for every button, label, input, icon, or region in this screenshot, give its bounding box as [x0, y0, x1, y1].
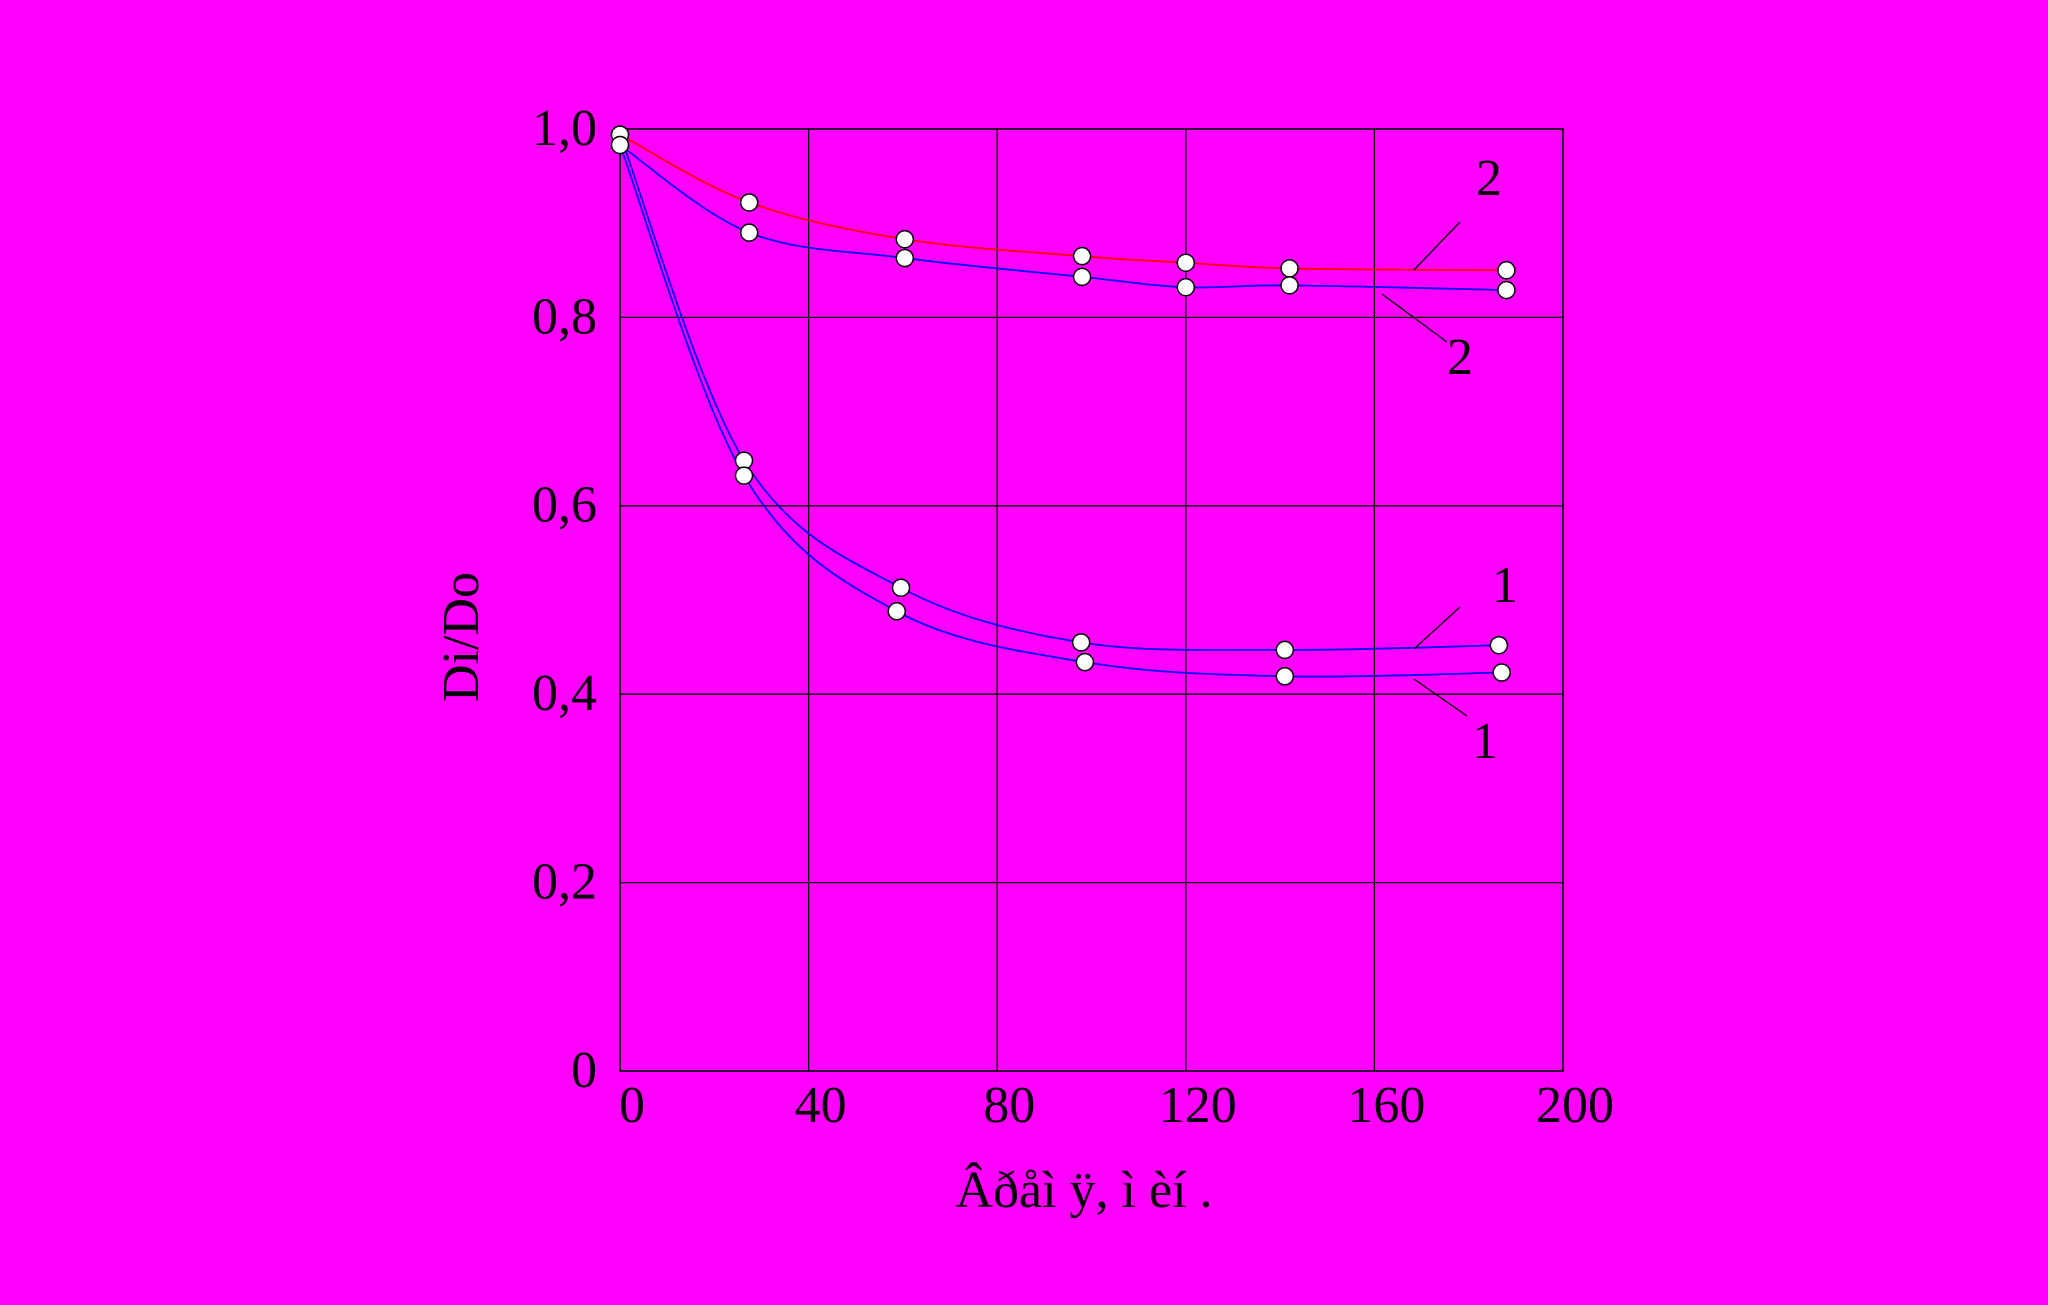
data-point — [1497, 261, 1516, 280]
curve-label: 2 — [1476, 150, 1502, 207]
data-point — [1075, 652, 1095, 672]
data-point — [887, 602, 907, 621]
data-point — [1489, 635, 1509, 655]
data-point — [1275, 667, 1295, 686]
y-tick-label: 0,6 — [532, 477, 597, 534]
x-tick-label: 120 — [1159, 1077, 1237, 1134]
data-point — [1176, 253, 1196, 273]
data-point — [891, 578, 911, 598]
data-point — [610, 135, 630, 155]
x-tick-label: 0 — [619, 1077, 645, 1134]
data-point — [1275, 640, 1295, 660]
x-tick-label: 160 — [1347, 1077, 1425, 1134]
x-axis-label: Âðåì ÿ, ì èí . — [955, 1161, 1212, 1219]
data-point — [1280, 276, 1299, 295]
leader-line — [1381, 293, 1448, 343]
x-tick-label: 80 — [983, 1077, 1035, 1134]
data-point — [1492, 663, 1511, 682]
curve-label: 1 — [1492, 557, 1518, 614]
y-tick-label: 0 — [571, 1042, 597, 1099]
data-point — [895, 248, 915, 268]
curve — [619, 144, 1502, 678]
leader-line — [1413, 221, 1461, 271]
data-point — [734, 466, 754, 485]
x-tick-label: 200 — [1536, 1077, 1614, 1134]
data-point — [1497, 280, 1516, 300]
data-point — [1072, 267, 1092, 287]
data-point — [1176, 278, 1196, 297]
data-point — [1072, 246, 1092, 266]
x-tick-label: 40 — [795, 1077, 847, 1134]
data-point — [895, 229, 915, 249]
data-point — [1280, 259, 1299, 278]
plot-frame — [619, 128, 1564, 1072]
y-tick-label: 1,0 — [532, 100, 597, 157]
y-tick-label: 0,2 — [532, 854, 597, 911]
data-point — [739, 223, 759, 242]
leader-line — [1413, 678, 1468, 717]
data-point — [1071, 633, 1091, 652]
y-tick-label: 0,8 — [532, 288, 597, 345]
y-axis-label: Di/Do — [433, 572, 490, 702]
curve — [619, 134, 1499, 651]
data-point — [739, 193, 759, 212]
curve-label: 1 — [1472, 713, 1498, 770]
curve-label: 2 — [1447, 329, 1473, 386]
y-tick-label: 0,4 — [532, 665, 597, 722]
leader-line — [1413, 606, 1461, 650]
